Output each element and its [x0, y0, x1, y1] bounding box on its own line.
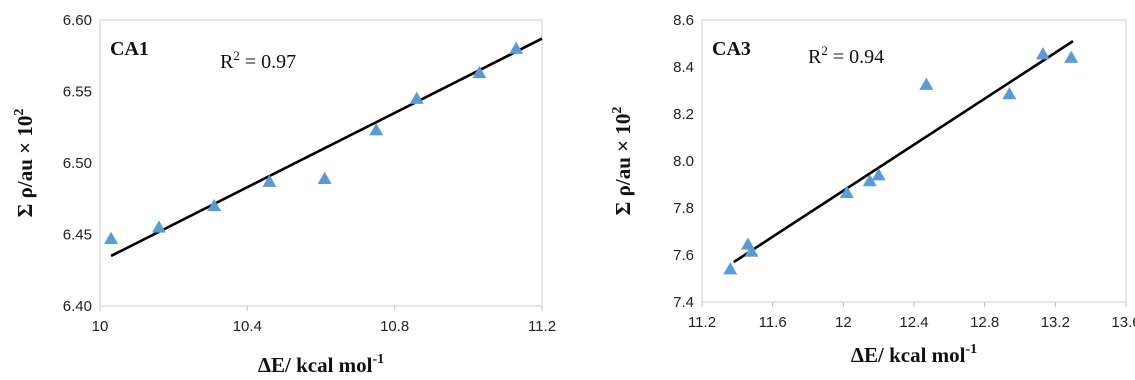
- ca1-data-point: [509, 41, 524, 54]
- ca3-y-tick-label: 8.2: [673, 106, 694, 123]
- ca3-data-point: [919, 77, 934, 90]
- ca1-data-point: [317, 171, 332, 184]
- ca1-data-point: [409, 91, 424, 104]
- ca1-x-tick-label: 10: [92, 318, 109, 335]
- ca1-panel-label: CA1: [110, 38, 149, 60]
- ca1-data-point: [151, 220, 166, 233]
- ca3-r2-annotation: R2 = 0.94: [808, 43, 884, 68]
- ca1-y-axis-label: Σ ρ/au × 102: [12, 109, 37, 218]
- chart-ca3: 7.4 7.6 7.8 8.0 8.2 8.4 8.6 11.2 11.6 12 12.4 12.8…: [610, 12, 1135, 367]
- ca3-y-tick-label: 7.8: [673, 200, 694, 217]
- ca1-data-point: [472, 65, 487, 79]
- ca3-data-point: [871, 168, 886, 181]
- ca3-data-point: [1002, 87, 1017, 100]
- ca3-x-tick-label: 11.6: [759, 314, 787, 331]
- ca3-y-tick-label: 8.0: [673, 153, 694, 170]
- ca3-data-point: [839, 185, 854, 198]
- ca1-y-tick-label: 6.60: [63, 12, 92, 29]
- ca3-data-point: [723, 262, 738, 275]
- ca1-x-axis-label: ΔE/ kcal mol-1: [258, 352, 384, 377]
- ca1-plot-area: [99, 19, 543, 307]
- ca3-plot-area: [701, 19, 1127, 303]
- ca1-x-tick-label: 11.2: [528, 318, 556, 335]
- ca3-panel-label: CA3: [712, 38, 751, 60]
- ca3-y-tick-label: 7.4: [673, 294, 694, 311]
- chart-ca1: 6.406.456.506.556.60 10 10.4 10.8 11.2 CA1 …: [12, 12, 556, 377]
- ca3-y-axis-label: Σ ρ/au × 102: [610, 107, 635, 216]
- ca3-trendline: [733, 40, 1074, 264]
- ca1-data-point: [207, 198, 222, 212]
- ca3-data-point: [1064, 50, 1079, 63]
- ca1-data-point: [369, 123, 384, 136]
- ca1-r2-annotation: R2 = 0.97: [220, 48, 296, 73]
- ca3-x-tick-label: 12.8: [970, 314, 999, 331]
- ca1-y-tick-label: 6.50: [63, 155, 92, 172]
- ca3-x-axis-label: ΔE/ kcal mol-1: [851, 342, 977, 367]
- ca3-x-tick-label: 12.4: [899, 314, 928, 331]
- ca3-data-point: [1035, 47, 1050, 60]
- ca1-trendline: [110, 37, 543, 258]
- ca3-y-tick-label: 8.6: [673, 12, 694, 29]
- ca3-data-point: [744, 244, 759, 257]
- ca1-data-point: [262, 174, 277, 187]
- ca3-x-tick-label: 11.2: [688, 314, 716, 331]
- ca3-y-tick-label: 7.6: [673, 247, 694, 264]
- ca3-data-point: [862, 173, 877, 187]
- ca1-y-tick-label: 6.55: [63, 84, 92, 101]
- ca3-y-tick-label: 8.4: [673, 59, 694, 76]
- ca3-x-tick-label: 12: [835, 314, 852, 331]
- ca1-y-tick-label: 6.40: [63, 298, 92, 315]
- ca1-y-tick-label: 6.45: [63, 227, 92, 244]
- ca1-x-tick-label: 10.8: [380, 318, 409, 335]
- ca1-x-tick-label: 10.4: [233, 318, 262, 335]
- ca3-x-tick-label: 13.2: [1041, 314, 1070, 331]
- ca1-data-point: [104, 231, 119, 245]
- ca3-x-tick-label: 13.6: [1111, 314, 1135, 331]
